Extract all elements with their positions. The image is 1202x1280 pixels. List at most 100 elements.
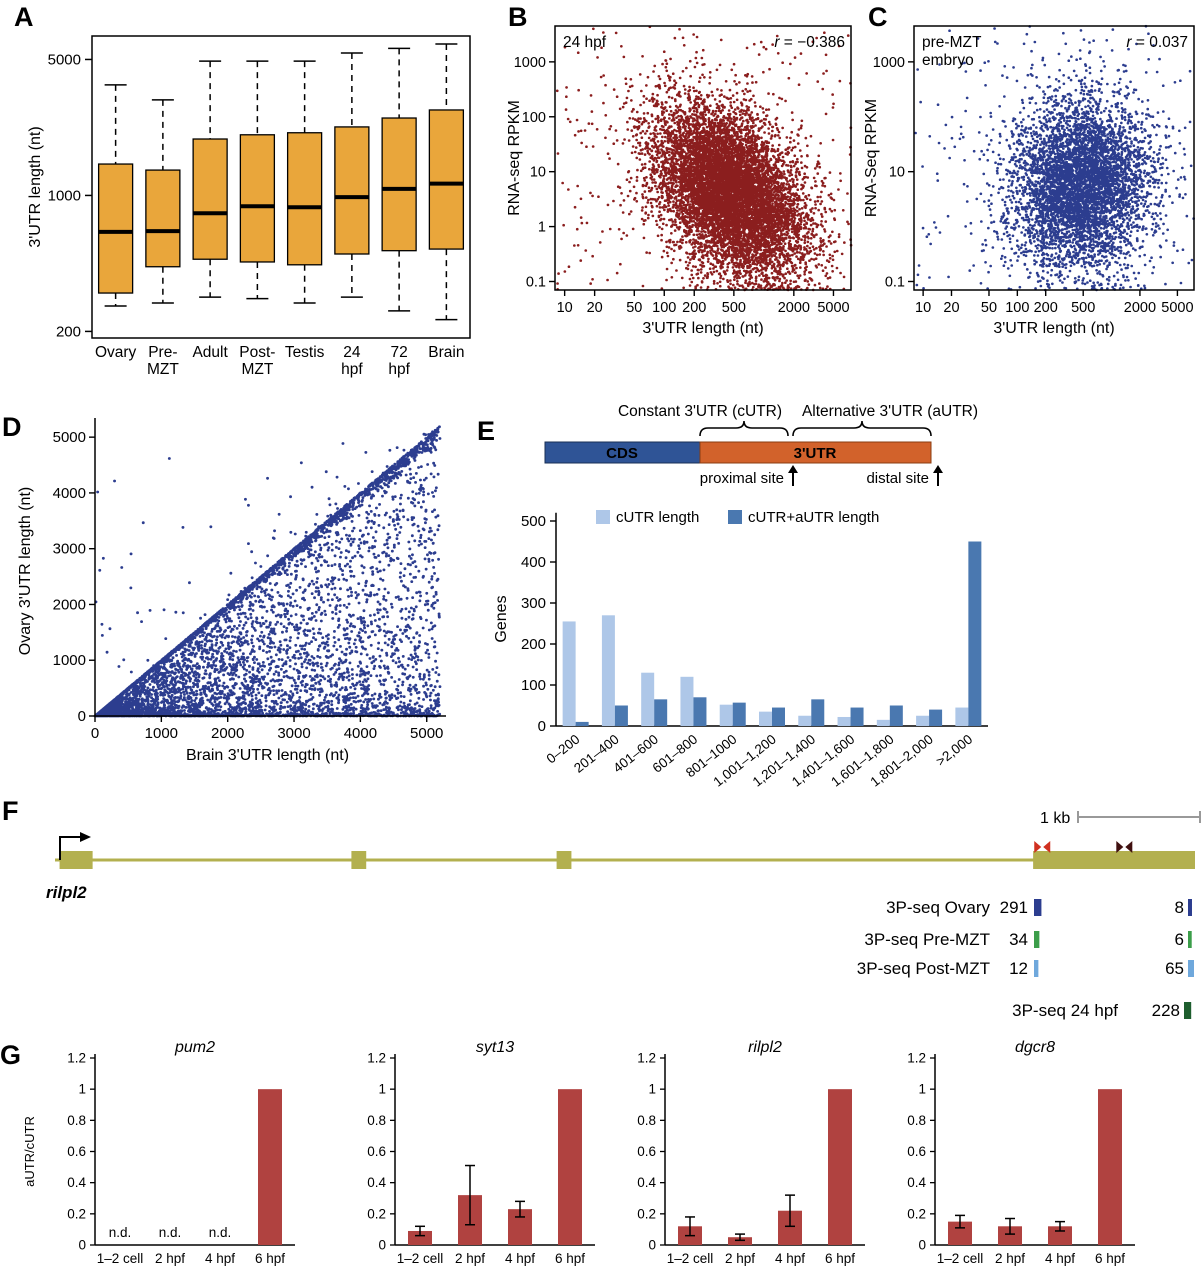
y-tick-label: 300 bbox=[521, 595, 546, 612]
y-tick-label: 0.6 bbox=[367, 1144, 386, 1159]
gene-title: rilpl2 bbox=[748, 1039, 782, 1056]
x-tick-label: 200 bbox=[1034, 300, 1058, 316]
x-category-label: 6 hpf bbox=[1095, 1251, 1125, 1266]
distal-count-bar bbox=[1188, 960, 1194, 977]
x-category-label: 2 hpf bbox=[155, 1251, 185, 1266]
bar-cutr-autr bbox=[850, 707, 864, 726]
y-axis-label: aUTR/cUTR bbox=[22, 1116, 37, 1187]
x-category-label: 4 hpf bbox=[205, 1251, 235, 1266]
y-tick-label: 1.2 bbox=[907, 1051, 926, 1066]
panel-d-scatter-brain-vs-ovary: 0 1000 2000 3000 4000 5000 0 1000 2000 3000 4000 50… bbox=[17, 418, 446, 764]
nd-label: n.d. bbox=[159, 1225, 182, 1240]
correlation-label: r = −0.386 bbox=[774, 34, 845, 51]
bar-cutr bbox=[601, 615, 615, 726]
x-category-label: 2 hpf bbox=[455, 1251, 485, 1266]
brace bbox=[792, 420, 932, 437]
panel-f-rilpl2-gene-model: 1 kb rilpl2 3P-seq Ovary 291 8 3P-seq Pre-MZT… bbox=[46, 810, 1201, 1020]
bar-cutr bbox=[955, 707, 969, 726]
proximal-count: 12 bbox=[1009, 959, 1028, 978]
y-tick-label: 1.2 bbox=[367, 1051, 386, 1066]
y-tick-label: 0 bbox=[648, 1238, 656, 1253]
y-tick-label: 0.2 bbox=[637, 1206, 656, 1221]
polya-site-marker bbox=[1043, 841, 1051, 853]
box bbox=[192, 138, 228, 260]
box bbox=[334, 126, 370, 255]
bar-cutr bbox=[641, 672, 655, 726]
y-tick-label: 0.2 bbox=[907, 1206, 926, 1221]
y-tick-label: 0.6 bbox=[637, 1144, 656, 1159]
y-tick-label: 0.2 bbox=[67, 1206, 86, 1221]
x-tick-label: 2000 bbox=[778, 300, 810, 316]
panel-label-a: A bbox=[14, 2, 34, 32]
track-label: 3P-seq Post-MZT bbox=[857, 959, 990, 978]
track-label: 3P-seq Pre-MZT bbox=[864, 930, 990, 949]
distal-count-bar bbox=[1188, 899, 1192, 916]
x-category-label: 1–2 cell bbox=[397, 1251, 444, 1266]
exon bbox=[351, 851, 367, 869]
bar-cutr-autr bbox=[575, 721, 589, 726]
y-axis-label: Ovary 3'UTR length (nt) bbox=[17, 487, 34, 655]
x-tick-label: 5000 bbox=[1161, 300, 1193, 316]
annotation: embryo bbox=[922, 52, 974, 69]
y-tick-label: 0 bbox=[918, 1238, 926, 1253]
y-tick-label: 0.4 bbox=[637, 1175, 656, 1190]
panel-label-d: D bbox=[2, 412, 22, 442]
x-tick-label: 500 bbox=[722, 300, 746, 316]
panel-label-e: E bbox=[477, 416, 496, 446]
scale-bar-label: 1 kb bbox=[1040, 810, 1070, 827]
proximal-count-bar bbox=[1034, 960, 1039, 977]
distal-count: 6 bbox=[1175, 930, 1184, 949]
x-category-label: 72 bbox=[391, 344, 408, 361]
autr-label: Alternative 3'UTR (aUTR) bbox=[802, 403, 978, 420]
distal-site-label: distal site bbox=[866, 470, 929, 487]
panel-label-c: C bbox=[868, 2, 888, 32]
x-category-label: 2 hpf bbox=[995, 1251, 1025, 1266]
y-tick-label: 10 bbox=[530, 165, 546, 181]
panel-label-g: G bbox=[0, 1040, 22, 1070]
bar-cutr bbox=[876, 719, 890, 726]
ratio-bar bbox=[408, 1230, 432, 1245]
distal-count-bar bbox=[1188, 931, 1192, 948]
y-tick-label: 200 bbox=[521, 636, 546, 653]
x-category-label: Post- bbox=[239, 344, 275, 361]
bar-cutr bbox=[680, 676, 694, 726]
y-tick-label: 100 bbox=[522, 110, 546, 126]
exon bbox=[1033, 851, 1195, 869]
distal-count: 228 bbox=[1152, 1001, 1180, 1020]
x-category-label: MZT bbox=[147, 361, 179, 378]
distal-count: 65 bbox=[1165, 959, 1184, 978]
distal-count-bar bbox=[1184, 1002, 1192, 1019]
panel-g-autr-cutr-bar-charts: 0 0.2 0.4 0.6 0.8 1 1.2 pum2 n.d. 1–2 cell n.d. 2 h… bbox=[22, 1039, 1135, 1266]
ratio-bar bbox=[258, 1089, 282, 1245]
x-category-label: 6 hpf bbox=[255, 1251, 285, 1266]
exon bbox=[59, 851, 93, 869]
x-category-label: 6 hpf bbox=[555, 1251, 585, 1266]
y-tick-label: 0.6 bbox=[907, 1144, 926, 1159]
annotation: pre-MZT bbox=[922, 34, 982, 51]
bar-cutr-autr bbox=[693, 697, 707, 726]
y-tick-label: 0.8 bbox=[637, 1113, 656, 1128]
x-category-label: 24 bbox=[343, 344, 361, 361]
bar-cutr bbox=[759, 711, 772, 726]
ratio-bar bbox=[998, 1226, 1022, 1245]
x-tick-label: 500 bbox=[1071, 300, 1095, 316]
ratio-bar bbox=[1048, 1226, 1072, 1245]
y-tick-label: 0.6 bbox=[67, 1144, 86, 1159]
x-tick-label: 2000 bbox=[211, 725, 244, 742]
y-axis-label: Genes bbox=[493, 595, 510, 642]
proximal-count-bar bbox=[1034, 899, 1042, 916]
x-category-label: 1–2 cell bbox=[97, 1251, 144, 1266]
plot-frame bbox=[554, 25, 852, 291]
bar-cutr bbox=[837, 716, 851, 726]
bar-cutr-autr bbox=[614, 705, 628, 726]
y-tick-label: 1 bbox=[78, 1082, 86, 1097]
x-tick-label: 100 bbox=[1005, 300, 1029, 316]
x-category-label: 6 hpf bbox=[825, 1251, 855, 1266]
x-category-label: 1–2 cell bbox=[667, 1251, 714, 1266]
polya-site-marker bbox=[1116, 841, 1124, 853]
scatter-points bbox=[93, 425, 442, 718]
x-tick-label: 5000 bbox=[817, 300, 849, 316]
y-tick-label: 4000 bbox=[53, 485, 86, 502]
